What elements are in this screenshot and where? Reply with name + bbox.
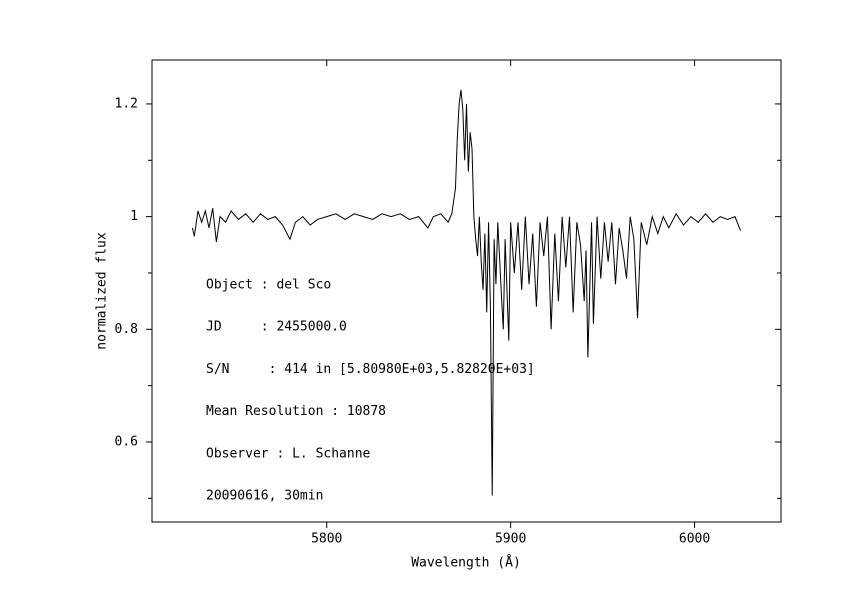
y-tick-label: 1.2 (115, 96, 138, 111)
annotation: JD : 2455000.0 (206, 320, 347, 335)
plot-frame (151, 59, 782, 523)
annotation: Observer : L. Schanne (206, 446, 371, 461)
x-tick-label: 5900 (495, 532, 526, 547)
annotation: Object : del Sco (206, 278, 331, 293)
x-tick-label: 5800 (311, 532, 342, 547)
y-tick-label: 1 (130, 209, 138, 224)
annotation: S/N : 414 in [5.80980E+03,5.82820E+03] (206, 362, 535, 377)
annotation: Mean Resolution : 10878 (206, 404, 386, 419)
y-axis-label: normalized flux (95, 232, 110, 350)
x-tick-label: 6000 (679, 532, 710, 547)
y-tick-label: 0.8 (115, 322, 138, 337)
x-axis-label: Wavelength (Å) (411, 555, 521, 571)
annotation: 20090616, 30min (206, 489, 323, 504)
spectrum-line (191, 89, 742, 496)
y-tick-label: 0.6 (115, 434, 138, 449)
